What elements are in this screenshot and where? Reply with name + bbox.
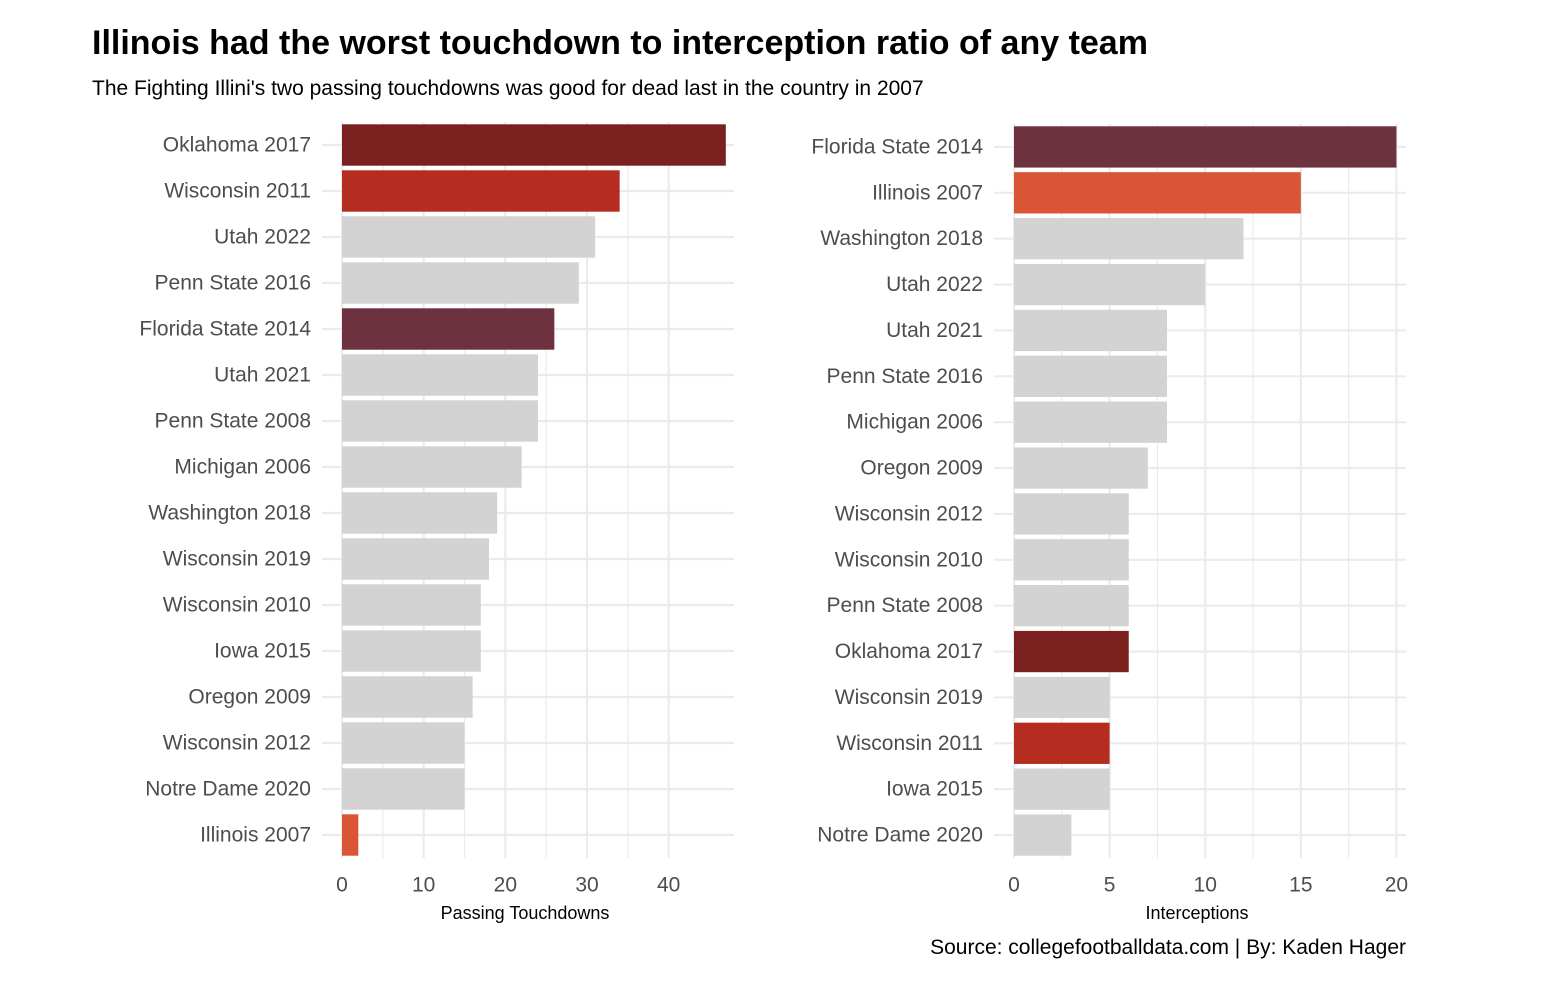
category-label: Wisconsin 2012 <box>835 502 983 525</box>
bar-wisconsin-2010 <box>342 584 481 626</box>
bar-wisconsin-2019 <box>1014 676 1110 719</box>
x-axis-title: Interceptions <box>1145 903 1248 923</box>
bar-michigan-2006 <box>1014 401 1167 443</box>
category-label: Utah 2021 <box>886 319 983 342</box>
category-label: Florida State 2014 <box>139 318 311 341</box>
category-label: Oklahoma 2017 <box>163 134 311 157</box>
bar-wisconsin-2019 <box>342 538 489 580</box>
category-label: Iowa 2015 <box>214 640 311 663</box>
interceptions-panel: Florida State 2014 Illinois 2007 Washingto… <box>811 124 1408 923</box>
bar-wisconsin-2011 <box>342 170 620 212</box>
bar-notre-dame-2020 <box>342 768 465 810</box>
category-label: Washington 2018 <box>820 227 983 250</box>
category-label: Illinois 2007 <box>200 824 311 847</box>
bar-iowa-2015 <box>1014 768 1110 810</box>
bar-illinois-2007 <box>1014 172 1301 214</box>
x-tick-label: 0 <box>336 874 348 897</box>
category-label: Penn State 2016 <box>155 272 311 295</box>
bar-penn-state-2008 <box>342 400 538 442</box>
bar-washington-2018 <box>1014 218 1244 260</box>
bar-iowa-2015 <box>342 630 481 672</box>
bar-michigan-2006 <box>342 446 522 488</box>
category-label: Utah 2022 <box>886 273 983 296</box>
bar-utah-2021 <box>1014 309 1167 352</box>
category-label: Notre Dame 2020 <box>817 824 983 847</box>
x-tick-label: 0 <box>1008 874 1020 897</box>
x-tick-label: 10 <box>412 874 435 897</box>
bar-florida-state-2014 <box>342 308 555 350</box>
category-label: Utah 2021 <box>214 364 311 387</box>
chart-caption: Source: collegefootballdata.com | By: Ka… <box>930 936 1406 959</box>
category-label: Florida State 2014 <box>811 135 983 158</box>
touchdowns-panel: Oklahoma 2017 Wisconsin 2011 Utah 2022 Penn… <box>139 122 734 923</box>
category-label: Wisconsin 2011 <box>164 180 311 203</box>
x-tick-label: 10 <box>1194 874 1217 897</box>
category-label: Wisconsin 2012 <box>163 732 311 755</box>
category-label: Wisconsin 2011 <box>836 732 983 755</box>
category-label: Notre Dame 2020 <box>145 778 311 801</box>
bar-penn-state-2016 <box>342 262 579 304</box>
bar-utah-2022 <box>1014 263 1206 306</box>
x-axis-title: Passing Touchdowns <box>441 903 610 923</box>
category-label: Wisconsin 2010 <box>163 594 311 617</box>
x-tick-label: 20 <box>494 874 517 897</box>
bar-washington-2018 <box>342 492 498 534</box>
x-tick-label: 15 <box>1289 874 1312 897</box>
x-tick-label: 5 <box>1104 874 1116 897</box>
category-label: Iowa 2015 <box>886 778 983 801</box>
category-label: Illinois 2007 <box>872 181 983 204</box>
x-tick-label: 40 <box>657 874 680 897</box>
category-label: Penn State 2016 <box>827 365 983 388</box>
category-label: Oklahoma 2017 <box>835 640 983 663</box>
category-label: Wisconsin 2019 <box>163 548 311 571</box>
bar-utah-2021 <box>342 354 538 396</box>
bar-wisconsin-2012 <box>342 722 465 764</box>
category-label: Oregon 2009 <box>860 457 983 480</box>
chart-title: Illinois had the worst touchdown to inte… <box>92 24 1148 62</box>
category-label: Oregon 2009 <box>188 686 311 709</box>
category-label: Washington 2018 <box>148 502 311 525</box>
bar-penn-state-2016 <box>1014 355 1167 397</box>
bar-illinois-2007 <box>342 814 359 856</box>
bar-oklahoma-2017 <box>1014 630 1129 673</box>
bar-wisconsin-2010 <box>1014 539 1129 581</box>
bar-wisconsin-2012 <box>1014 493 1129 535</box>
x-tick-label: 30 <box>575 874 598 897</box>
category-label: Wisconsin 2010 <box>835 548 983 571</box>
category-label: Wisconsin 2019 <box>835 686 983 709</box>
bar-oregon-2009 <box>1014 447 1148 489</box>
category-label: Penn State 2008 <box>827 594 983 617</box>
bar-utah-2022 <box>342 216 596 258</box>
bar-oklahoma-2017 <box>342 124 726 166</box>
bar-florida-state-2014 <box>1014 126 1397 168</box>
chart-subtitle: The Fighting Illini's two passing touchd… <box>92 77 924 100</box>
category-label: Michigan 2006 <box>846 411 983 434</box>
category-label: Penn State 2008 <box>155 410 311 433</box>
category-label: Michigan 2006 <box>174 456 311 479</box>
bar-penn-state-2008 <box>1014 585 1129 627</box>
bar-oregon-2009 <box>342 676 473 718</box>
bar-notre-dame-2020 <box>1014 814 1072 856</box>
category-label: Utah 2022 <box>214 226 311 249</box>
bar-wisconsin-2011 <box>1014 722 1110 764</box>
x-tick-label: 20 <box>1385 874 1408 897</box>
